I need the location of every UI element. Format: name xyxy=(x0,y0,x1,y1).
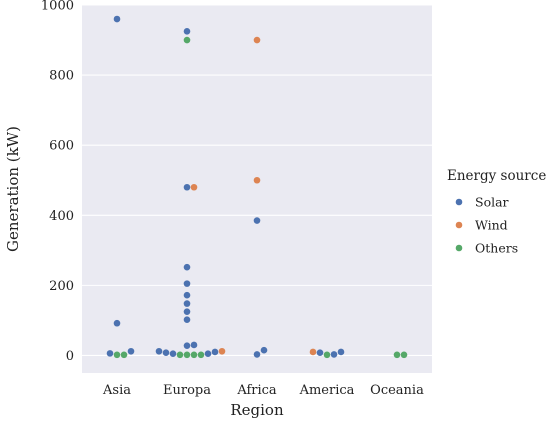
x-axis-label: Region xyxy=(230,401,284,419)
legend-entry: Solar xyxy=(475,194,509,209)
data-point-solar xyxy=(155,347,163,355)
data-point-solar xyxy=(106,350,114,357)
data-point-solar xyxy=(183,183,191,191)
x-tick-label: Asia xyxy=(102,383,131,398)
x-tick-label: Oceania xyxy=(370,383,424,398)
data-point-solar xyxy=(204,350,212,358)
y-axis-label: Generation (kW) xyxy=(4,126,22,252)
data-point-solar xyxy=(162,349,170,356)
data-point-others xyxy=(120,351,128,359)
x-tick-label: America xyxy=(299,383,355,398)
data-point-solar xyxy=(190,341,198,349)
data-point-solar xyxy=(183,342,191,349)
legend-entry: Wind xyxy=(475,217,508,232)
legend: Energy source Solar Wind Others xyxy=(447,168,546,255)
y-tick-label: 400 xyxy=(49,209,74,224)
data-point-solar xyxy=(183,263,191,271)
grid-lines xyxy=(82,4,432,357)
data-point-others xyxy=(197,351,205,359)
data-point-others xyxy=(323,351,331,359)
data-point-wind xyxy=(253,36,261,44)
legend-entry: Others xyxy=(475,240,518,255)
data-point-solar xyxy=(330,351,338,358)
data-point-solar xyxy=(113,319,121,327)
data-point-others xyxy=(393,351,401,359)
y-tick-label: 1000 xyxy=(41,0,74,14)
data-point-solar xyxy=(337,348,345,356)
data-point-wind xyxy=(190,183,198,191)
y-tick-label: 200 xyxy=(49,279,74,294)
data-point-solar xyxy=(183,308,191,315)
data-point-wind xyxy=(309,348,317,356)
data-point-solar xyxy=(211,348,219,356)
legend-marker-solar xyxy=(455,198,463,206)
y-tick-label: 800 xyxy=(49,69,74,84)
y-tick-label: 0 xyxy=(66,349,74,364)
data-point-others xyxy=(113,351,121,359)
data-points xyxy=(106,15,408,359)
data-point-solar xyxy=(316,349,324,356)
legend-title: Energy source xyxy=(447,168,546,184)
y-tick-labels: 0 200 400 600 800 1000 xyxy=(41,0,74,364)
data-point-solar xyxy=(183,27,191,35)
plot-background xyxy=(82,5,432,373)
data-point-solar xyxy=(169,350,177,358)
data-point-others xyxy=(183,36,191,44)
data-point-solar xyxy=(183,300,191,307)
data-point-wind xyxy=(253,176,261,184)
x-tick-label: Europa xyxy=(163,383,211,398)
data-point-others xyxy=(183,351,191,359)
x-tick-label: Africa xyxy=(236,383,277,398)
data-point-others xyxy=(400,351,408,359)
data-point-solar xyxy=(183,316,191,324)
data-point-wind xyxy=(218,347,226,355)
data-point-solar xyxy=(127,347,135,355)
data-point-solar xyxy=(253,217,261,224)
data-point-solar xyxy=(113,15,121,23)
legend-marker-wind xyxy=(455,221,463,229)
legend-marker-others xyxy=(455,244,463,252)
y-tick-label: 600 xyxy=(49,139,74,154)
x-tick-labels: Asia Europa Africa America Oceania xyxy=(102,383,424,398)
data-point-others xyxy=(190,351,198,359)
data-point-solar xyxy=(260,346,268,354)
data-point-solar xyxy=(183,291,191,299)
data-point-others xyxy=(176,351,184,359)
data-point-solar xyxy=(253,351,261,358)
data-point-solar xyxy=(183,280,191,287)
